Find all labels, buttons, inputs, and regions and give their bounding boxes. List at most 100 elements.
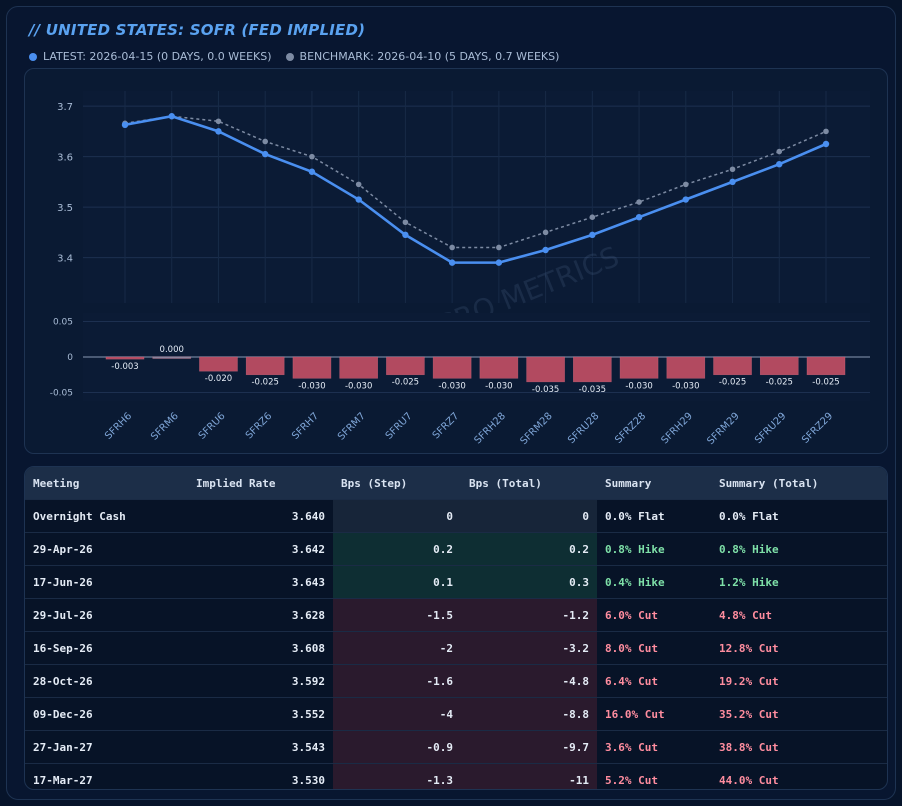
table-row: 09-Dec-26 3.552 -4 -8.8 16.0% Cut 35.2% Cut (25, 697, 887, 731)
table-row: 29-Jul-26 3.628 -1.5 -1.2 6.0% Cut 4.8% Cut (25, 598, 887, 632)
latest-point (635, 213, 643, 221)
bar-y-tick-label: 0.05 (53, 318, 73, 328)
curve-chart: 3.43.53.63.7GLOBAL MACRO METRICS0.050-0.… (50, 91, 870, 447)
cell-implied-rate: 3.643 (188, 565, 333, 599)
delta-bar (619, 356, 659, 379)
cell-summary-total: 1.2% Hike (711, 565, 887, 599)
col-summary-total: Summary (Total) (711, 467, 887, 500)
cell-meeting: 28-Oct-26 (25, 664, 188, 698)
cell-summary-total: 44.0% Cut (711, 763, 887, 789)
cell-bps-step: -1.3 (333, 763, 461, 789)
delta-bar (152, 356, 192, 359)
cell-summary-total: 0.8% Hike (711, 532, 887, 566)
cell-bps-step: -4 (333, 697, 461, 731)
latest-point (355, 196, 362, 203)
x-tick-label: SFRZ7 (431, 411, 462, 442)
table-row: 17-Mar-27 3.530 -1.3 -11 5.2% Cut 44.0% Cut (25, 763, 887, 789)
delta-bar (806, 356, 846, 376)
bar-data-label: -0.003 (111, 362, 138, 372)
legend-latest: LATEST: 2026-04-15 (0 DAYS, 0.0 WEEKS) (29, 50, 272, 63)
table-row: 17-Jun-26 3.643 0.1 0.3 0.4% Hike 1.2% Hike (25, 565, 887, 599)
cell-summary: 16.0% Cut (597, 697, 711, 731)
cell-bps-step: -0.9 (333, 730, 461, 764)
delta-bar (573, 356, 612, 383)
cell-bps-total: -9.7 (461, 730, 597, 764)
delta-bar (199, 356, 238, 372)
table-body: Overnight Cash 3.640 0 0 0.0% Flat 0.0% Flat 2… (25, 499, 887, 789)
cell-meeting: 27-Jan-27 (25, 730, 188, 764)
x-tick-label: SFRH28 (472, 411, 508, 447)
cell-bps-step: -1.5 (333, 598, 461, 632)
x-tick-label: SFRU6 (197, 411, 228, 442)
cell-meeting: Overnight Cash (25, 499, 188, 533)
x-tick-label: SFRM28 (518, 411, 554, 447)
cell-summary-total: 35.2% Cut (711, 697, 887, 731)
y-tick-label: 3.5 (57, 203, 73, 214)
benchmark-series-line (124, 115, 827, 249)
bar-data-label: -0.030 (345, 381, 372, 391)
cell-summary: 5.2% Cut (597, 763, 711, 789)
benchmark-point (355, 181, 362, 188)
cell-bps-total: -8.8 (461, 697, 597, 731)
benchmark-point (262, 138, 268, 145)
meetings-table-card: Meeting Implied Rate Bps (Step) Bps (Tot… (24, 466, 888, 790)
main-plot-area (83, 91, 870, 303)
benchmark-point (542, 229, 549, 236)
cell-implied-rate: 3.640 (188, 499, 333, 533)
cell-summary: 0.8% Hike (597, 532, 711, 566)
delta-bar (759, 356, 799, 376)
delta-bar (245, 356, 285, 376)
cell-summary: 3.6% Cut (597, 730, 711, 764)
cell-implied-rate: 3.543 (188, 730, 333, 764)
x-tick-label: SFRH29 (659, 411, 695, 447)
cell-implied-rate: 3.628 (188, 598, 333, 632)
bar-data-label: -0.025 (766, 378, 793, 388)
cell-bps-total: -1.2 (461, 598, 597, 632)
benchmark-point (776, 148, 783, 155)
cell-bps-total: -11 (461, 763, 597, 789)
bar-data-label: -0.020 (205, 374, 232, 384)
cell-bps-total: -3.2 (461, 631, 597, 665)
x-tick-label: SFRM7 (336, 411, 368, 443)
x-tick-label: SFRM6 (149, 411, 181, 443)
benchmark-point (309, 153, 315, 160)
cell-summary: 6.0% Cut (597, 598, 711, 632)
meetings-table: Meeting Implied Rate Bps (Step) Bps (Tot… (25, 467, 887, 789)
cell-summary-total: 4.8% Cut (711, 598, 887, 632)
x-tick-label: SFRZ28 (613, 411, 648, 446)
table-row: Overnight Cash 3.640 0 0 0.0% Flat 0.0% Flat (25, 499, 887, 533)
cell-bps-total: -4.8 (461, 664, 597, 698)
delta-bar (339, 356, 378, 379)
benchmark-point (496, 244, 502, 251)
col-bps-total: Bps (Total) (461, 467, 597, 500)
benchmark-point (636, 199, 642, 205)
bar-data-label: -0.030 (485, 381, 512, 391)
y-tick-label: 3.6 (57, 153, 73, 164)
table-row: 27-Jan-27 3.543 -0.9 -9.7 3.6% Cut 38.8% Cut (25, 730, 887, 764)
delta-bar (386, 356, 425, 376)
page-title: // UNITED STATES: SOFR (FED IMPLIED) (29, 21, 366, 39)
bar-data-label: -0.025 (812, 378, 839, 388)
x-tick-label: SFRM29 (705, 411, 741, 447)
cell-summary: 6.4% Cut (597, 664, 711, 698)
latest-point (308, 168, 316, 175)
bar-y-tick-label: 0 (67, 353, 73, 363)
delta-bar (479, 356, 519, 379)
cell-implied-rate: 3.608 (188, 631, 333, 665)
bar-data-label: -0.025 (251, 378, 278, 388)
x-tick-label: SFRU29 (753, 411, 788, 446)
cell-bps-total: 0 (461, 499, 597, 533)
cell-bps-total: 0.2 (461, 532, 597, 566)
cell-bps-step: 0.1 (333, 565, 461, 599)
cell-implied-rate: 3.642 (188, 532, 333, 566)
cell-summary: 0.4% Hike (597, 565, 711, 599)
latest-point (121, 121, 129, 129)
legend-benchmark-label: BENCHMARK: 2026-04-10 (5 DAYS, 0.7 WEEKS… (299, 50, 560, 63)
benchmark-point (402, 219, 409, 226)
cell-bps-step: -2 (333, 631, 461, 665)
latest-point (262, 150, 269, 158)
table-row: 29-Apr-26 3.642 0.2 0.2 0.8% Hike 0.8% Hike (25, 532, 887, 566)
latest-point (776, 160, 783, 168)
bar-data-label: -0.030 (625, 381, 652, 391)
benchmark-point (589, 214, 596, 220)
